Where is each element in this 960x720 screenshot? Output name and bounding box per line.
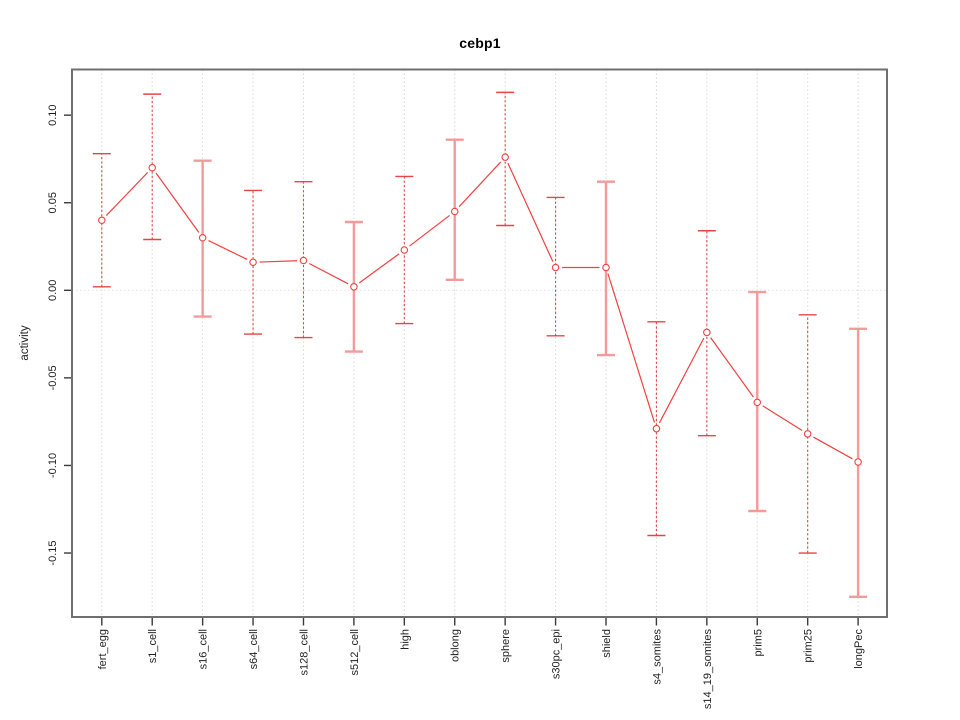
series-line-segment [813, 436, 853, 460]
x-tick-label: oblong [450, 629, 462, 662]
data-point-marker [803, 430, 812, 438]
x-tick-label: s512_cell [349, 629, 361, 675]
data-point-marker [450, 207, 459, 216]
series-line-segment [358, 253, 400, 284]
data-point-marker [602, 263, 610, 272]
data-point-marker [148, 163, 156, 172]
x-tick-label: s4_somites [651, 629, 663, 685]
data-point-marker [400, 246, 409, 254]
plot-border [71, 68, 888, 618]
data-point-marker [551, 263, 560, 272]
x-tick-label: sphere [500, 629, 512, 663]
chart-title: cebp1 [459, 35, 501, 51]
series-line-segment [155, 172, 200, 233]
data-point-marker [350, 283, 358, 291]
data-point-marker [753, 398, 762, 407]
y-tick-label: -0.10 [47, 453, 59, 478]
x-tick-label: longPec [853, 629, 865, 669]
series-line-segment [259, 260, 298, 263]
y-tick-label: -0.05 [47, 365, 59, 390]
series-line-segment [308, 262, 349, 285]
series-line-segment [607, 273, 656, 423]
x-tick-label: s128_cell [298, 629, 310, 675]
x-tick-label: s30pc_epi [551, 629, 563, 679]
x-tick-label: s14_19_somites [702, 629, 714, 710]
y-tick-label: 0.10 [47, 104, 59, 125]
x-tick-label: s64_cell [248, 629, 260, 669]
x-tick-label: high [399, 629, 411, 650]
x-tick-label: prim25 [803, 629, 815, 663]
series-line-segment [458, 161, 502, 208]
x-tick-label: s1_cell [147, 629, 159, 663]
series-line-segment [105, 171, 149, 216]
data-point-marker [652, 424, 661, 433]
x-tick-label: s16_cell [198, 629, 210, 669]
data-point-marker [854, 458, 862, 466]
x-tick-label: shield [601, 629, 613, 658]
series-line-segment [710, 337, 754, 398]
series-line-segment [208, 240, 248, 260]
series-line-segment [658, 337, 705, 424]
data-point-marker [501, 153, 509, 161]
data-point-marker [703, 328, 711, 337]
data-point-marker [98, 216, 106, 224]
y-tick-label: 0.00 [47, 280, 59, 301]
x-tick-label: prim5 [752, 629, 764, 657]
series-line-segment [762, 405, 803, 431]
data-point-marker [249, 258, 257, 267]
series-line-segment [507, 162, 554, 262]
y-tick-label: 0.05 [47, 192, 59, 213]
x-tick-label: fert_egg [97, 629, 109, 669]
series-line-segment [409, 214, 450, 247]
data-point-marker [198, 234, 207, 242]
data-point-marker [299, 256, 308, 265]
y-tick-label: -0.15 [47, 540, 59, 565]
